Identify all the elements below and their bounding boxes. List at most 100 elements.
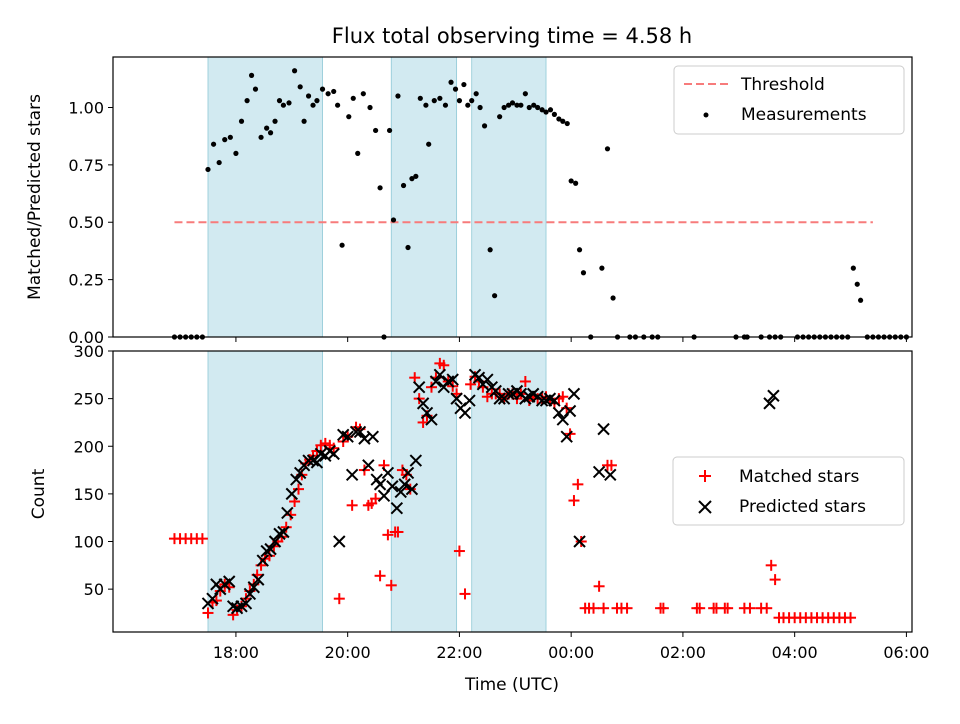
- measurement-point-77: [543, 109, 549, 115]
- bottom-ytick-label-0: 50: [84, 580, 104, 599]
- top-shaded-region-1: [390, 56, 458, 338]
- predicted-star-point-53: [420, 406, 434, 420]
- measurement-point-58: [461, 81, 467, 88]
- measurement-point-71: [518, 102, 524, 108]
- measurement-point-63: [481, 123, 488, 129]
- measurement-point-12: [238, 118, 245, 124]
- predicted-star-point-48: [401, 466, 415, 480]
- measurement-point-6: [205, 166, 211, 173]
- top-legend-box: [673, 65, 905, 135]
- measurement-point-28: [314, 98, 320, 104]
- matched-star-point-104: [605, 459, 617, 471]
- predicted-star-point-46: [394, 485, 407, 499]
- matched-star-point-95: [568, 495, 580, 507]
- measurement-point-51: [426, 141, 432, 147]
- matched-star-point-28: [293, 483, 305, 495]
- measurement-point-68: [505, 102, 512, 108]
- measurement-point-81: [560, 118, 566, 124]
- measurement-point-57: [456, 98, 463, 104]
- top-panel: 0.00 0.25 0.50 0.75 1.00 Matched/Predicted s…: [25, 56, 913, 347]
- predicted-star-point-47: [398, 478, 411, 491]
- top-ytick-label-4: 1.00: [68, 98, 104, 117]
- measurement-point-55: [448, 79, 454, 85]
- measurement-point-44: [395, 93, 401, 99]
- measurement-point-117: [857, 297, 864, 303]
- predicted-star-point-19: [281, 506, 294, 520]
- measurement-point-32: [335, 102, 341, 108]
- top-axes-frame: [112, 56, 913, 338]
- predicted-star-point-33: [341, 430, 354, 443]
- matched-star-point-48: [374, 570, 386, 582]
- predicted-star-point-59: [446, 373, 459, 386]
- top-legend: Threshold Measurements: [673, 65, 905, 135]
- predicted-star-point-11: [247, 581, 261, 594]
- measurement-point-67: [501, 104, 507, 111]
- bottom-y-ticks: 50 100 150 200 250 300: [73, 342, 113, 599]
- measurement-point-64: [487, 247, 493, 253]
- predicted-star-point-54: [425, 413, 438, 426]
- matched-star-point-109: [657, 602, 669, 614]
- measurement-point-7: [210, 141, 217, 147]
- measurement-point-80: [556, 116, 562, 122]
- matched-star-point-8: [210, 595, 222, 607]
- predicted-star-point-76: [519, 392, 532, 405]
- predicted-star-point-36: [353, 425, 367, 439]
- matched-star-point-119: [761, 602, 773, 614]
- measurement-point-42: [386, 127, 393, 134]
- measurement-point-78: [547, 107, 554, 113]
- top-y-ticks: 0.00 0.25 0.50 0.75 1.00: [68, 98, 113, 347]
- predicted-star-point-56: [433, 368, 447, 382]
- legend-predicted-swatch: [698, 500, 712, 514]
- top-ytick-label-2: 0.50: [68, 213, 104, 232]
- predicted-star-point-93: [763, 397, 776, 410]
- matched-star-point-83: [519, 375, 531, 387]
- predicted-star-point-63: [463, 394, 476, 407]
- bottom-axes-frame: [112, 350, 913, 633]
- matched-star-point-120: [765, 559, 777, 571]
- top-ytick-label-3: 0.75: [68, 156, 104, 175]
- predicted-star-point-35: [349, 425, 363, 439]
- predicted-star-point-90: [592, 465, 606, 479]
- measurement-point-9: [222, 137, 228, 143]
- measurement-point-46: [405, 244, 411, 251]
- matched-star-point-100: [588, 602, 600, 614]
- measurement-point-61: [473, 91, 479, 97]
- xtick-label-3: 00:00: [548, 643, 594, 662]
- measurement-point-36: [355, 150, 361, 156]
- matched-star-point-21: [263, 550, 275, 562]
- measurement-point-27: [310, 102, 316, 108]
- matched-star-point-25: [280, 521, 292, 533]
- measurement-point-16: [258, 134, 264, 140]
- measurement-point-76: [539, 107, 545, 113]
- xtick-label-0: 18:00: [213, 643, 259, 662]
- measurement-points: [171, 68, 910, 340]
- predicted-star-point-80: [535, 394, 549, 407]
- legend-measurements-swatch: [703, 112, 709, 118]
- count-points: [168, 357, 857, 624]
- measurement-point-29: [319, 86, 326, 92]
- predicted-star-point-50: [409, 454, 423, 467]
- measurement-point-24: [297, 84, 303, 90]
- bottom-legend: Matched stars Predicted stars: [672, 456, 905, 526]
- predicted-star-point-43: [381, 466, 395, 480]
- bottom-ytick-label-5: 300: [73, 342, 104, 361]
- matched-star-point-101: [593, 580, 605, 592]
- top-ytick-label-1: 0.25: [68, 271, 104, 290]
- predicted-star-point-86: [560, 430, 573, 443]
- measurement-point-69: [509, 100, 516, 106]
- xtick-label-6: 06:00: [883, 643, 929, 662]
- measurement-point-22: [286, 100, 292, 106]
- predicted-star-point-84: [552, 406, 566, 420]
- bottom-y-axis-label: Count: [29, 468, 49, 519]
- matched-star-point-121: [769, 574, 781, 586]
- measurement-point-38: [367, 104, 373, 111]
- measurement-point-48: [413, 173, 419, 179]
- measurement-point-115: [850, 265, 856, 271]
- matched-star-point-38: [333, 593, 345, 605]
- measurement-point-79: [551, 111, 558, 117]
- measurement-point-17: [264, 125, 270, 131]
- top-shaded-region-2: [471, 56, 547, 338]
- predicted-star-point-44: [386, 480, 399, 493]
- measurement-point-21: [280, 102, 287, 108]
- measurement-point-52: [431, 98, 437, 104]
